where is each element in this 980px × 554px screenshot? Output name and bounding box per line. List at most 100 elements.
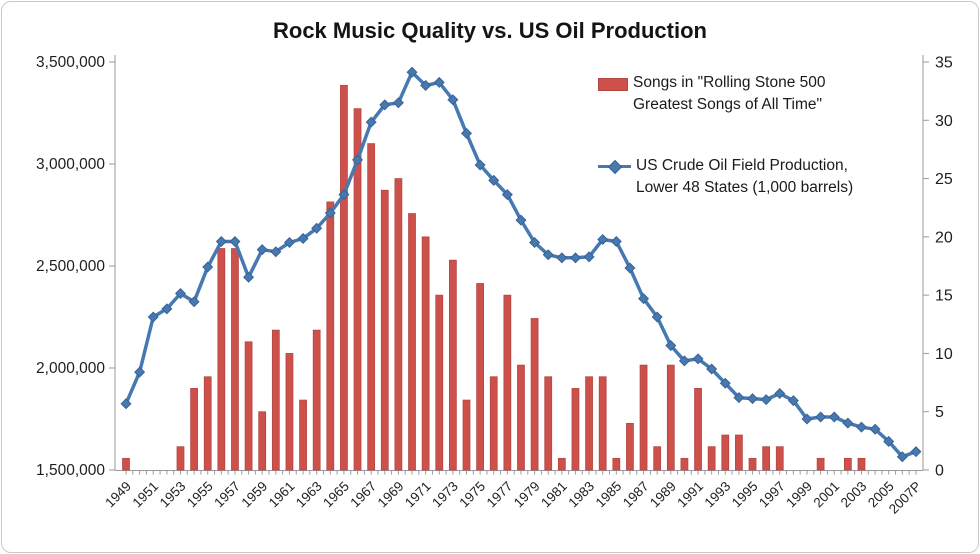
bar-1986 bbox=[626, 422, 634, 471]
bar-1962 bbox=[299, 399, 307, 471]
right-axis-tick-label: 0 bbox=[935, 463, 944, 480]
bar-1988 bbox=[653, 446, 662, 471]
oil-point-1983 bbox=[583, 251, 595, 263]
left-axis-tick-label: 1,500,000 bbox=[36, 462, 105, 479]
oil-point-1980 bbox=[542, 249, 554, 261]
bar-1970 bbox=[408, 213, 416, 471]
right-axis-tick-label: 20 bbox=[935, 229, 953, 246]
bar-1975 bbox=[476, 283, 484, 471]
bar-1985 bbox=[612, 457, 621, 471]
oil-point-1981 bbox=[556, 252, 568, 264]
oil-point-1998 bbox=[787, 395, 799, 407]
bar-1965 bbox=[340, 84, 348, 471]
x-axis-tick-label: 2001 bbox=[811, 479, 843, 511]
x-axis-tick-label: 1993 bbox=[702, 479, 734, 511]
oil-point-1988 bbox=[651, 311, 663, 323]
bar-1997 bbox=[775, 446, 784, 471]
oil-point-1999 bbox=[801, 413, 813, 425]
oil-point-1968 bbox=[379, 99, 391, 111]
bar-2003 bbox=[857, 457, 866, 471]
bar-1977 bbox=[503, 294, 512, 471]
bar-1983 bbox=[585, 376, 593, 471]
right-axis-tick-label: 10 bbox=[935, 346, 953, 363]
oil-point-1958 bbox=[243, 271, 255, 283]
legend-label-oil-line1: US Crude Oil Field Production, bbox=[636, 157, 848, 174]
left-axis-tick-label: 3,000,000 bbox=[36, 156, 105, 173]
x-axis-tick-label: 1951 bbox=[130, 479, 162, 511]
bar-1960 bbox=[271, 329, 280, 471]
bar-1978 bbox=[517, 364, 525, 471]
bar-1994 bbox=[735, 434, 743, 471]
oil-point-1962 bbox=[297, 232, 309, 244]
oil-point-1967 bbox=[365, 116, 377, 128]
line-series-swatch-icon bbox=[598, 159, 631, 175]
bar-series-swatch-icon bbox=[598, 78, 628, 91]
x-axis-tick-label: 1957 bbox=[211, 479, 243, 511]
bar-1979 bbox=[530, 318, 539, 471]
oil-point-1995 bbox=[747, 393, 759, 405]
x-axis-tick-label: 1973 bbox=[429, 479, 461, 511]
bar-1992 bbox=[707, 446, 716, 471]
oil-point-1953 bbox=[174, 288, 186, 300]
bar-1956 bbox=[217, 248, 226, 471]
oil-point-1963 bbox=[311, 222, 323, 234]
bar-1963 bbox=[312, 329, 321, 471]
bar-1955 bbox=[203, 376, 212, 471]
oil-point-2004 bbox=[869, 423, 881, 435]
oil-point-1993 bbox=[719, 377, 731, 389]
bar-1968 bbox=[380, 189, 389, 471]
bar-1967 bbox=[367, 143, 376, 471]
bar-1976 bbox=[489, 376, 498, 471]
oil-point-1952 bbox=[161, 303, 173, 315]
x-axis-tick-label: 1991 bbox=[674, 479, 706, 511]
oil-point-2006 bbox=[896, 451, 908, 463]
bar-1966 bbox=[353, 108, 362, 471]
bar-1980 bbox=[544, 376, 553, 471]
x-axis-tick-label: 1987 bbox=[620, 479, 652, 511]
bar-1984 bbox=[598, 376, 607, 471]
x-axis-tick-label: 1997 bbox=[756, 479, 788, 511]
right-axis-tick-label: 15 bbox=[935, 288, 953, 305]
bar-1953 bbox=[176, 446, 185, 471]
bar-1958 bbox=[244, 341, 253, 471]
bar-1957 bbox=[231, 248, 239, 471]
oil-point-1994 bbox=[733, 392, 745, 404]
oil-point-1979 bbox=[529, 237, 541, 249]
legend-label-songs: Songs in "Rolling Stone 500 Greatest Son… bbox=[633, 72, 826, 116]
oil-point-1982 bbox=[569, 252, 581, 264]
oil-point-1964 bbox=[324, 207, 336, 219]
bar-1990 bbox=[680, 457, 689, 471]
oil-point-1957 bbox=[229, 236, 241, 248]
oil-point-1971 bbox=[420, 79, 432, 91]
oil-point-2001 bbox=[828, 411, 840, 423]
oil-point-1970 bbox=[406, 66, 418, 78]
oil-point-1969 bbox=[392, 97, 404, 109]
bar-1995 bbox=[748, 457, 757, 471]
oil-point-2002 bbox=[842, 417, 854, 429]
legend-item-songs: Songs in "Rolling Stone 500 Greatest Son… bbox=[598, 72, 826, 116]
chart-title: Rock Music Quality vs. US Oil Production bbox=[273, 18, 707, 43]
bar-1961 bbox=[285, 353, 294, 471]
oil-point-1990 bbox=[678, 355, 690, 367]
oil-point-1974 bbox=[460, 127, 473, 139]
x-axis-tick-label: 1955 bbox=[184, 479, 216, 511]
x-axis-tick-label: 1975 bbox=[456, 479, 488, 511]
oil-point-1984 bbox=[597, 233, 609, 245]
oil-point-1949 bbox=[120, 398, 132, 410]
bar-1996 bbox=[762, 446, 771, 471]
bar-1991 bbox=[694, 388, 702, 471]
oil-point-1954 bbox=[188, 296, 200, 308]
bar-2002 bbox=[843, 457, 852, 471]
right-axis-tick-label: 25 bbox=[935, 171, 953, 188]
x-axis-tick-label: 1977 bbox=[484, 479, 516, 511]
oil-point-1960 bbox=[270, 246, 282, 258]
oil-point-1992 bbox=[706, 363, 718, 375]
left-axis-tick-label: 3,500,000 bbox=[36, 54, 105, 71]
oil-point-1977 bbox=[501, 189, 513, 201]
oil-point-1951 bbox=[147, 311, 159, 323]
oil-point-2003 bbox=[855, 421, 867, 433]
bar-1959 bbox=[258, 411, 267, 471]
oil-point-1978 bbox=[515, 214, 527, 226]
oil-point-1950 bbox=[134, 366, 146, 378]
